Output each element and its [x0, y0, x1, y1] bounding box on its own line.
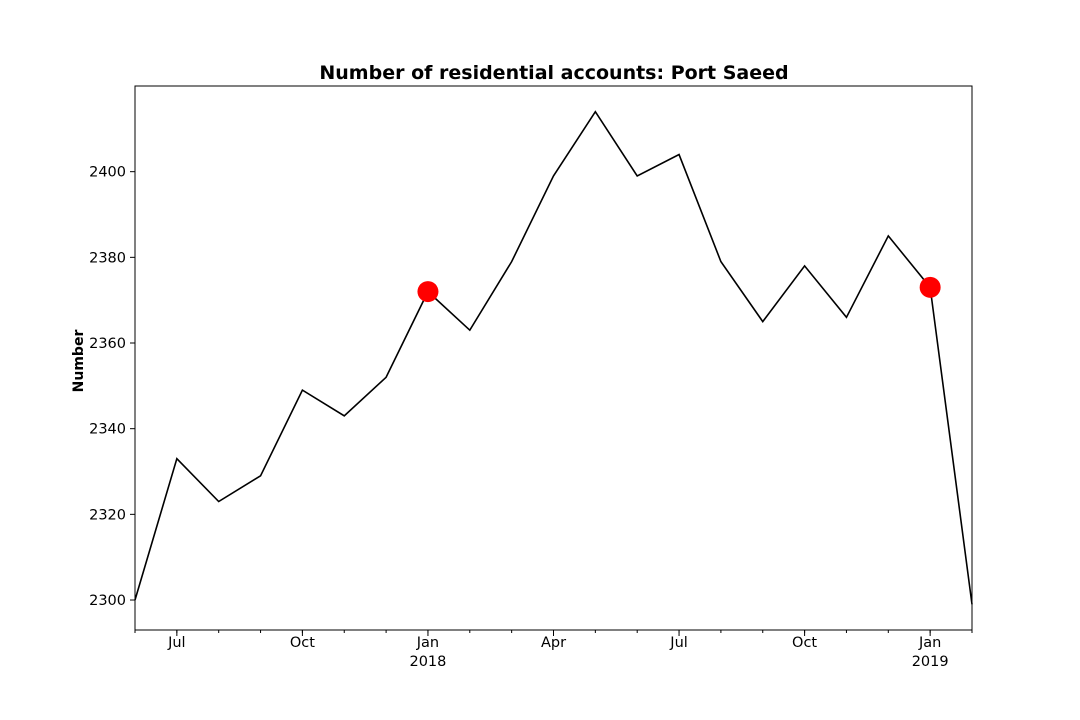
series-layer	[134, 110, 973, 605]
highlight-point-0	[417, 281, 439, 303]
highlight-points	[417, 276, 941, 303]
y-axis-label: Number	[71, 330, 87, 393]
y-tick-label-0: 2300	[89, 593, 126, 609]
x-tick-year-label-2: 2018	[409, 654, 446, 670]
x-tick-label-5: Oct	[792, 635, 817, 651]
y-tick-label-5: 2400	[89, 165, 126, 181]
x-tick-year-label-6: 2019	[912, 654, 949, 670]
highlight-point-1	[919, 276, 941, 298]
x-tick-label-6: Jan	[918, 635, 941, 651]
y-tick-label-2: 2340	[89, 422, 126, 438]
y-tick-label-1: 2320	[89, 507, 126, 523]
y-tick-label-4: 2380	[89, 250, 126, 266]
x-tick-label-2: Jan	[416, 635, 439, 651]
x-tick-label-0: Jul	[167, 635, 186, 651]
x-tick-label-1: Oct	[290, 635, 315, 651]
x-tick-label-4: Jul	[669, 635, 688, 651]
y-tick-label-3: 2360	[89, 336, 126, 352]
axis-ticks: 2300 2320 2340 2360 2380 2400 Jul Oct Jan 2018 Apr…	[89, 165, 973, 670]
plot-area-frame	[134, 85, 973, 631]
chart-title: Number of residential accounts: Port Sae…	[319, 62, 788, 84]
x-tick-label-3: Apr	[541, 635, 566, 651]
series-line-0	[134, 110, 973, 605]
